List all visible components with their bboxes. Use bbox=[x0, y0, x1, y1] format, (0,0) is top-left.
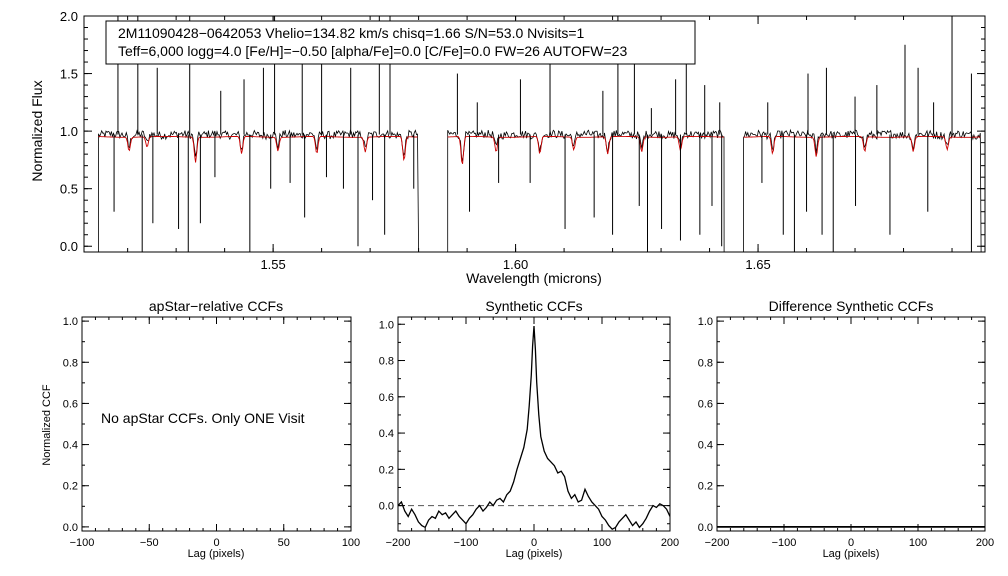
y-tick-label: 1.0 bbox=[63, 316, 78, 328]
spectrum-axes: 0.0 0.5 1.0 1.5 2.0 1.55 1.60 1.65 bbox=[60, 9, 986, 272]
x-tick-label: −100 bbox=[70, 537, 95, 549]
info-box-frame bbox=[105, 20, 696, 65]
synthetic_ccf-frame bbox=[397, 316, 671, 532]
apstar-ccf-x-label: Lag (pixels) bbox=[188, 548, 245, 560]
difference-ccf-panel: Difference Synthetic CCFs 0.00.20.40.60.… bbox=[698, 298, 994, 560]
x-tick-label: −200 bbox=[386, 537, 411, 549]
y-tick-label: 0.6 bbox=[379, 392, 394, 404]
spectrum-frame bbox=[83, 15, 986, 253]
apstar-ccf-axes: 0.0 0.2 0.4 0.6 0.8 1.0 −100 −50 0 50 100 bbox=[63, 316, 360, 549]
difference-ccf-axes: 0.0 0.2 0.4 0.6 0.8 1.0 −200 −100 0 100 200 bbox=[698, 316, 994, 549]
y-tick-label: 0.2 bbox=[698, 481, 713, 493]
y-tick-label: 0.8 bbox=[379, 356, 394, 368]
x-tick-label: 100 bbox=[593, 537, 611, 549]
info-line-1: 2M11090428−0642053 Vhelio=134.82 km/s ch… bbox=[118, 25, 585, 41]
x-tick-label: −200 bbox=[705, 537, 730, 549]
x-tick-label: −100 bbox=[454, 537, 479, 549]
y-tick-label: 1.5 bbox=[60, 67, 78, 82]
spectrum-y-label: Normalized Flux bbox=[29, 80, 45, 181]
y-tick-label: 0.5 bbox=[60, 182, 78, 197]
info-line-2: Teff=6,000 logg=4.0 [Fe/H]=−0.50 [alpha/… bbox=[118, 43, 627, 59]
difference-ccf-x-label: Lag (pixels) bbox=[823, 548, 880, 560]
synthetic-ccf-panel: Synthetic CCFs 0.0 0.2 0.4 0.6 0.8 1.0 −200 −10… bbox=[379, 298, 679, 560]
info-box: 2M11090428−0642053 Vhelio=134.82 km/s ch… bbox=[105, 20, 696, 65]
x-tick-label: 200 bbox=[661, 537, 679, 549]
model-flux-chip-3 bbox=[743, 135, 981, 157]
y-tick-label: 0.0 bbox=[63, 522, 78, 534]
y-tick-label: 1.0 bbox=[698, 316, 713, 328]
y-tick-label: 0.6 bbox=[63, 398, 78, 410]
model-flux-chip-2 bbox=[447, 135, 724, 164]
difference_ccf-frame bbox=[716, 316, 986, 532]
observed-flux-chip-2 bbox=[447, 129, 725, 253]
x-tick-label: −50 bbox=[140, 537, 159, 549]
synthetic-ccf-data-layer bbox=[397, 326, 671, 531]
x-tick-label: 1.65 bbox=[745, 257, 770, 272]
y-tick-label: 1.0 bbox=[379, 319, 394, 331]
x-tick-label: −100 bbox=[772, 537, 797, 549]
observed-flux-chip-3 bbox=[743, 128, 982, 253]
y-tick-label: 0.8 bbox=[63, 357, 78, 369]
y-tick-label: 0.4 bbox=[379, 428, 394, 440]
y-tick-label: 0.8 bbox=[698, 357, 713, 369]
synthetic-ccf-axes: 0.0 0.2 0.4 0.6 0.8 1.0 −200 −100 0 100 200 bbox=[379, 316, 679, 549]
apstar-ccf-panel: apStar−relative CCFs 0.0 0.2 0.4 0.6 0.8 1.0 −… bbox=[41, 298, 360, 560]
x-tick-label: 50 bbox=[278, 537, 290, 549]
x-tick-label: 1.60 bbox=[503, 257, 528, 272]
y-tick-label: 0.4 bbox=[698, 440, 713, 452]
y-tick-label: 0.4 bbox=[63, 440, 78, 452]
apstar-ccf-title: apStar−relative CCFs bbox=[149, 298, 283, 314]
spectrum-x-label: Wavelength (microns) bbox=[466, 270, 602, 286]
y-tick-label: 0.2 bbox=[379, 464, 394, 476]
synthetic-ccf-x-label: Lag (pixels) bbox=[506, 548, 563, 560]
synthetic-ccf-title: Synthetic CCFs bbox=[485, 298, 582, 314]
y-tick-label: 0.0 bbox=[60, 239, 78, 254]
y-tick-label: 0.6 bbox=[698, 398, 713, 410]
x-tick-label: 100 bbox=[909, 537, 927, 549]
x-tick-label: 100 bbox=[342, 537, 360, 549]
y-tick-label: 1.0 bbox=[60, 124, 78, 139]
x-tick-label: 0 bbox=[213, 537, 219, 549]
x-tick-label: 0 bbox=[848, 537, 854, 549]
y-tick-label: 2.0 bbox=[60, 9, 78, 24]
y-tick-label: 0.0 bbox=[379, 501, 394, 513]
apstar-ccf-annotation: No apStar CCFs. Only ONE Visit bbox=[101, 410, 305, 426]
x-tick-label: 0 bbox=[531, 537, 537, 549]
observed-flux-chip-1 bbox=[98, 129, 419, 253]
y-tick-label: 0.0 bbox=[698, 522, 713, 534]
y-tick-label: 0.2 bbox=[63, 481, 78, 493]
x-tick-label: 1.55 bbox=[260, 257, 285, 272]
x-tick-label: 200 bbox=[976, 537, 994, 549]
model-flux-chip-1 bbox=[98, 135, 418, 163]
difference-ccf-title: Difference Synthetic CCFs bbox=[769, 298, 934, 314]
spectrum-panel: 0.0 0.5 1.0 1.5 2.0 1.55 1.60 1.65 Wavelength (… bbox=[29, 9, 986, 286]
apstar-ccf-y-label: Normalized CCF bbox=[41, 384, 53, 466]
synthetic-ccf-line bbox=[397, 326, 671, 531]
